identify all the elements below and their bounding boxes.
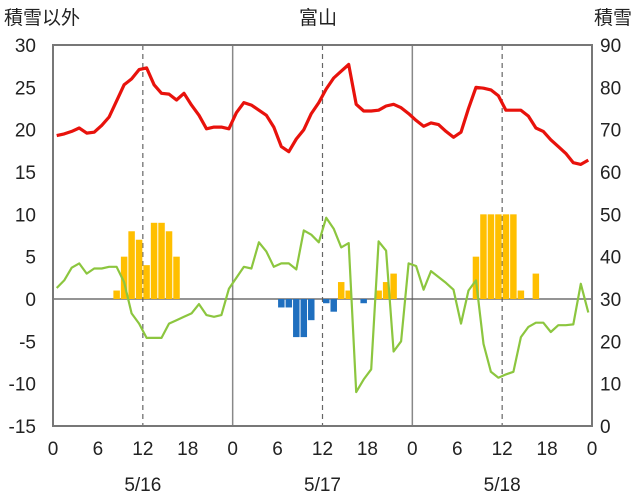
- left-tick-label: 25: [15, 78, 36, 99]
- x-tick-label: 0: [227, 439, 238, 460]
- x-tick-label: 18: [177, 439, 198, 460]
- date-label: 5/18: [484, 475, 521, 496]
- temperature-line: [56, 62, 590, 166]
- left-tick-label: 10: [15, 205, 36, 226]
- bar-hour-30: [278, 299, 285, 308]
- bar-hour-58: [487, 214, 495, 299]
- bar-hour-37: [330, 299, 337, 312]
- right-tick-label: 10: [600, 375, 621, 396]
- right-axis-title: 積雪: [594, 7, 632, 29]
- x-tick-label: 12: [312, 439, 333, 460]
- left-tick-label: 0: [25, 290, 36, 311]
- bar-hour-15: [165, 231, 173, 299]
- right-tick-label: 0: [600, 417, 611, 438]
- left-tick-label: -5: [19, 332, 36, 353]
- x-tick-label: 12: [492, 439, 513, 460]
- bar-hour-39: [345, 290, 352, 299]
- left-tick-label: 20: [15, 121, 36, 142]
- x-tick-label: 6: [452, 439, 463, 460]
- x-tick-label: 0: [48, 439, 59, 460]
- x-tick-label: 12: [132, 439, 153, 460]
- right-tick-label: 60: [600, 163, 621, 184]
- chart-title: 富山: [299, 7, 337, 29]
- right-tick-label: 30: [600, 290, 621, 311]
- x-tick-label: 0: [407, 439, 418, 460]
- right-tick-label: 40: [600, 248, 621, 269]
- x-tick-label: 18: [357, 439, 378, 460]
- axis-labels: 積雪以外 富山 積雪 302520151050-5-10-15908070605…: [4, 7, 632, 496]
- bar-hour-12: [143, 265, 150, 299]
- x-tick-label: 6: [93, 439, 104, 460]
- left-tick-label: 15: [15, 163, 36, 184]
- bar-hour-14: [158, 222, 165, 299]
- bar-hour-61: [510, 214, 517, 299]
- x-tick-label: 0: [587, 439, 598, 460]
- bar-hour-33: [300, 299, 308, 338]
- right-tick-label: 90: [600, 36, 621, 57]
- x-tick-label: 18: [537, 439, 558, 460]
- bar-hour-9: [120, 256, 128, 299]
- right-tick-label: 70: [600, 121, 621, 142]
- line-series: [55, 62, 590, 394]
- bar-hour-57: [480, 214, 487, 299]
- left-axis-title: 積雪以外: [4, 7, 80, 29]
- grid-layer: [53, 45, 592, 426]
- left-tick-label: 30: [15, 36, 36, 57]
- right-tick-label: 20: [600, 332, 621, 353]
- bar-hour-10: [128, 231, 135, 299]
- bar-hour-8: [113, 290, 120, 299]
- bar-hour-16: [173, 256, 180, 299]
- date-label: 5/17: [304, 475, 341, 496]
- snow-depth-line: [55, 216, 590, 394]
- left-tick-label: -10: [9, 375, 36, 396]
- bar-hour-64: [532, 273, 540, 299]
- bar-hour-31: [285, 299, 293, 308]
- x-tick-label: 6: [272, 439, 283, 460]
- bar-hour-13: [150, 222, 158, 299]
- plot-border: [52, 44, 593, 427]
- bar-hour-32: [293, 299, 300, 338]
- date-label: 5/16: [124, 475, 161, 496]
- right-tick-label: 80: [600, 78, 621, 99]
- bar-hour-44: [382, 282, 390, 299]
- bar-series: [113, 214, 540, 338]
- bar-hour-34: [308, 299, 315, 321]
- bar-hour-60: [502, 214, 510, 299]
- left-tick-label: -15: [9, 417, 36, 438]
- bar-hour-38: [337, 282, 345, 299]
- right-tick-label: 50: [600, 205, 621, 226]
- bar-hour-56: [472, 256, 480, 299]
- plot-frame: [52, 44, 593, 427]
- bar-hour-41: [360, 299, 367, 304]
- bar-hour-45: [390, 273, 397, 299]
- bar-hour-36: [323, 299, 330, 304]
- bar-hour-59: [495, 214, 502, 299]
- bar-hour-43: [375, 290, 382, 299]
- left-tick-label: 5: [25, 248, 36, 269]
- bar-hour-62: [517, 290, 525, 299]
- bar-hour-11: [135, 239, 143, 299]
